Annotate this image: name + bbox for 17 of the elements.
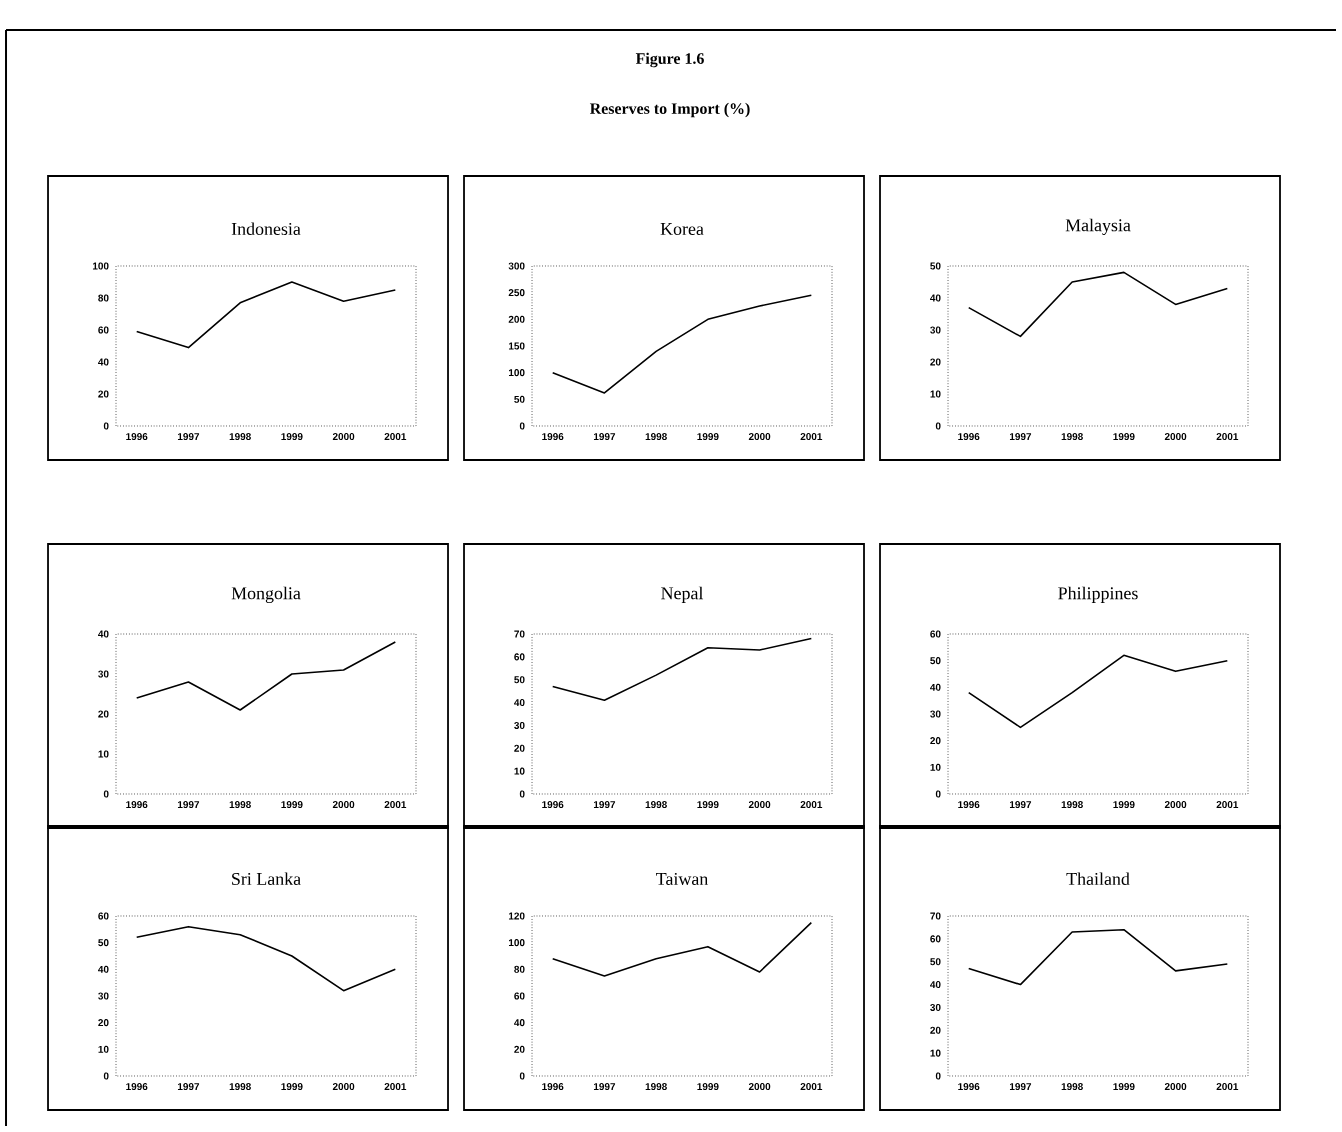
- line-series: [135, 641, 397, 711]
- chart-title: Thailand: [1066, 872, 1130, 886]
- line-series: [135, 925, 397, 992]
- chart-title: Sri Lanka: [232, 872, 301, 886]
- chart-title: Indonesia: [231, 222, 301, 236]
- line-series: [967, 271, 1229, 338]
- line-series: [551, 294, 813, 394]
- line-series: [551, 921, 813, 977]
- chart-title: Malaysia: [1065, 218, 1131, 236]
- chart-title: Nepal: [661, 586, 704, 603]
- line-series: [135, 281, 397, 349]
- line-series: [967, 654, 1229, 729]
- chart-title: Taiwan: [656, 872, 709, 886]
- line-series: [967, 928, 1229, 986]
- chart-title: Korea: [660, 223, 704, 236]
- chart-title: Mongolia: [231, 586, 301, 604]
- chart-title: Philippines: [1058, 586, 1138, 603]
